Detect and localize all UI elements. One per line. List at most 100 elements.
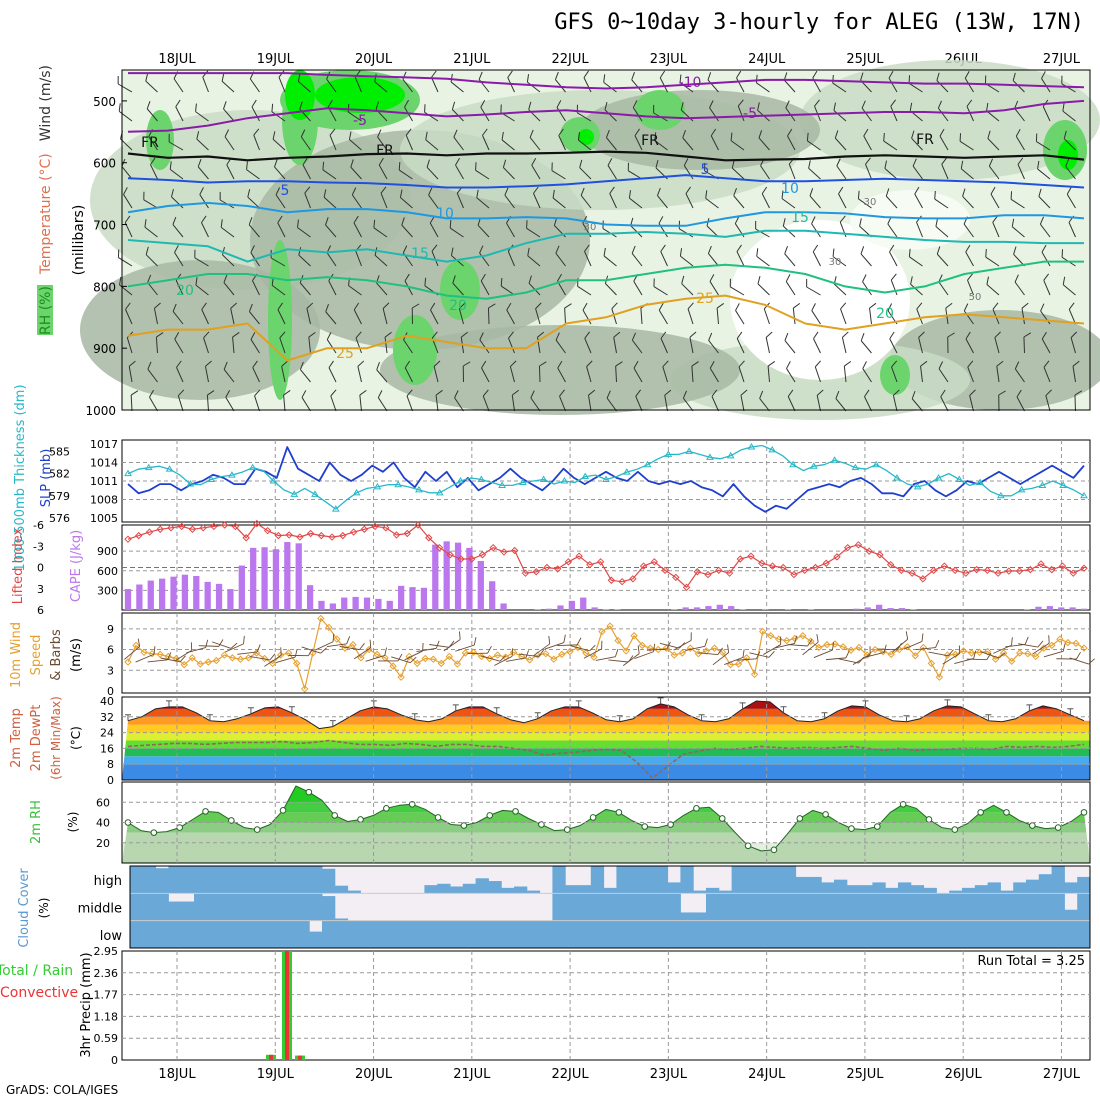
barb-feather [174,245,179,253]
barb-staff [755,228,770,238]
lifted-index-marker [414,521,422,529]
wind-barb [431,70,439,93]
precip-tick: 1.18 [94,1010,119,1023]
barb-staff [206,395,209,412]
wind-barb [526,74,541,93]
wind-barb [786,361,796,383]
barb-feather [256,644,261,653]
barb-staff [658,310,668,325]
wind-barb [836,158,847,180]
cloud-low-bar [731,920,745,948]
barb-staff [449,227,464,238]
barb-staff [1005,643,1026,648]
thickness-marker [539,475,548,483]
barb-feather [735,303,740,311]
barb-feather [891,360,898,368]
barb-staff [1041,251,1051,267]
barb-feather [736,244,742,252]
slp-tick: 1008 [90,494,118,507]
lifted-index-marker [768,562,777,570]
barb-feather [435,640,440,649]
rh2m-marker [641,823,649,830]
barb-staff [737,105,745,122]
barb-feather [479,332,484,341]
cloud-high-bar [731,866,745,894]
barb-staff [583,648,602,659]
barb-feather [308,331,316,338]
barb-feather [172,216,177,225]
barb-feather [274,159,278,168]
barb-feather [889,244,895,253]
wind-barb-10m [864,644,887,658]
wind-barb [840,302,847,325]
rh2m-marker [279,807,287,814]
temp-minmax-bar [534,712,541,719]
wind-barb [986,102,1000,122]
barb-staff [738,366,745,383]
barb-feather [207,390,215,396]
barb-staff [130,394,133,412]
barb-staff [453,136,464,151]
cloud-middle-bar [1077,893,1091,921]
isotherm-20 [127,260,1084,300]
wind-barb-10m [365,647,387,662]
wind-barb [555,332,566,354]
barb-staff [781,198,796,209]
wind-barb [1043,360,1051,383]
wind-barb-10m [416,640,440,652]
barb-staff [915,647,936,651]
cape-bar [250,547,257,610]
slp-tick: 1017 [90,438,118,451]
barb-feather [662,360,669,368]
barb-staff [606,137,617,151]
barb-feather [297,219,299,228]
barb-feather [1061,249,1064,258]
wind-barb [476,189,490,209]
wind-barb [155,332,164,354]
lifted-index-tick: 0 [37,562,44,575]
barb-staff [1070,337,1076,354]
isotherm--10 [128,72,1085,90]
thickness-marker [373,482,382,490]
barb-feather [859,218,862,227]
barb-feather [986,652,992,660]
run-total-label: Run Total = 3.25 [977,954,1085,969]
barb-staff [659,77,668,93]
barb-feather [911,391,916,399]
lifted-index-marker [801,566,809,575]
cape-bar [215,583,223,610]
wind-barb [1065,158,1076,180]
barb-staff [328,367,337,383]
wind-barb [711,389,719,412]
lifted-index-marker [339,531,347,540]
barb-staff [275,194,286,209]
barb-feather [1040,303,1045,312]
barb-staff [890,279,898,296]
wind-speed-marker [525,656,534,664]
rh-dry-region [730,220,910,380]
barb-feather [384,647,387,656]
wind-barb [737,99,745,122]
barb-feather [511,389,519,396]
wind-barb [659,70,668,93]
cloud-middle-bar [296,893,310,921]
thickness-marker [518,478,527,485]
wind-barb [911,391,923,412]
barb-feather [908,248,911,257]
wind-barb [1010,191,1025,209]
barb-staff [814,366,821,383]
ylabel-part: Wind (m/s) [38,65,54,141]
barb-staff [145,254,158,267]
barb-feather [938,274,943,283]
cloud-high-bar [552,866,566,894]
cape-bar [500,603,507,610]
wind-barb [992,215,1000,238]
barb-staff [118,257,133,267]
temp-band [122,716,1090,725]
barb-staff [1041,338,1051,354]
barb-feather [254,389,261,397]
wind-speed-marker [204,658,213,666]
barb-feather [169,161,172,170]
barb-feather [197,159,202,167]
cloud-middle-bar [206,893,221,921]
